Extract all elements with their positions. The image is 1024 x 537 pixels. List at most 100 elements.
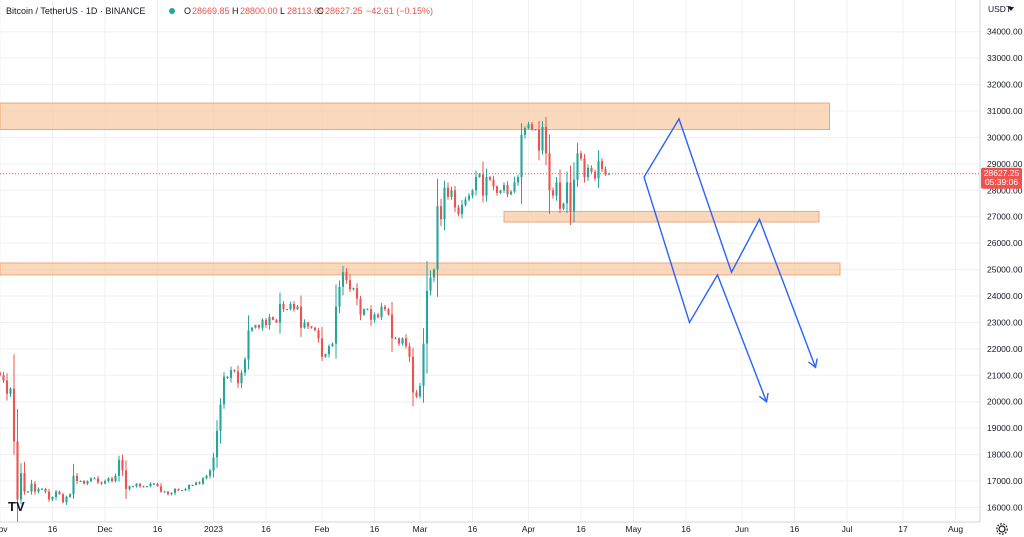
candle-body [222,376,226,405]
candle-body [194,482,198,485]
gear-icon[interactable] [996,523,1008,535]
candle [569,165,572,225]
candle [222,372,226,409]
price-tick-label: 19000.00 [987,423,1023,433]
candle [446,182,450,200]
currency-label[interactable]: USDT [988,4,1011,14]
candle [278,292,282,334]
candle [488,176,492,182]
candle [572,162,576,223]
candle-body [219,404,222,431]
price-zone[interactable] [0,262,841,276]
last-price-value: 28627.25 [984,168,1020,178]
candle [33,481,37,495]
candle-body [569,182,572,212]
candle [19,463,23,505]
candle [348,274,352,293]
candle [215,420,219,468]
projection-path[interactable] [643,176,768,402]
candle-body [464,199,467,205]
candle [117,455,121,482]
chevron-down-icon[interactable] [1008,7,1014,11]
candle-body [107,478,110,482]
candle-body [65,496,68,503]
candle-body [534,129,537,131]
candle-body [254,325,257,328]
close-label: C [317,6,324,16]
time-tick-label: 17 [898,524,908,534]
candle [492,175,495,191]
candle-body [2,375,5,381]
candle-body [562,203,565,209]
candle [327,344,331,358]
candle-body [261,319,264,328]
candle-body [170,492,173,495]
candle [208,468,212,479]
candle-body [236,371,240,384]
symbol-legend: Bitcoin / TetherUS · 1D · BINANCE O 2866… [6,6,433,16]
price-zone[interactable] [503,210,820,223]
candle [58,490,61,495]
candle-body [215,430,219,458]
candle [471,189,474,199]
candle-body [250,327,254,331]
candle-body [572,179,576,212]
candle-body [373,314,376,320]
candle [485,168,488,202]
candle-body [355,288,359,299]
candle-body [593,171,597,179]
price-zone[interactable] [0,102,830,131]
candle [233,369,236,373]
candle-body [19,473,23,500]
price-tick-label: 24000.00 [987,291,1023,301]
candlestick-series [0,116,611,527]
candle-body [481,174,485,196]
candle-body [247,330,250,360]
candle [12,354,16,455]
candle [317,328,320,343]
candle-body [446,187,450,197]
candle [187,484,191,492]
candle-body [590,167,593,172]
time-scale[interactable] [0,522,980,537]
price-scale[interactable] [980,0,1024,522]
candle-body [96,478,100,483]
candle [23,461,26,495]
time-tick-label: 2023 [204,524,223,534]
candle [79,480,82,483]
candle [509,190,513,196]
candle-body [131,486,135,488]
symbol-title[interactable]: Bitcoin / TetherUS · 1D · BINANCE [6,6,145,16]
candle-body [79,481,82,483]
price-tick-label: 27000.00 [987,212,1023,222]
price-tick-label: 31000.00 [987,106,1023,116]
candle [135,483,138,488]
candle-body [579,153,583,159]
candle [324,353,327,358]
candle-body [275,319,278,323]
candle-body [173,488,177,493]
candle-body [576,153,579,180]
time-tick-label: Dec [97,524,113,534]
candle-body [135,483,138,487]
candle [121,454,124,477]
candle-body [516,177,520,183]
candle [5,373,9,401]
candle [506,181,509,198]
arrow-head [758,392,769,403]
candle [131,485,135,488]
candle-body [103,481,107,484]
candle-body [583,158,586,178]
candle [436,178,439,297]
price-tick-label: 20000.00 [987,397,1023,407]
candle [212,452,215,478]
open-label: O [184,6,191,16]
candle-body [467,195,471,200]
projection-path[interactable] [643,117,817,368]
candle [138,483,142,488]
candle-body [359,298,362,315]
candle [387,307,390,316]
candle [152,482,156,485]
candle [205,474,208,480]
